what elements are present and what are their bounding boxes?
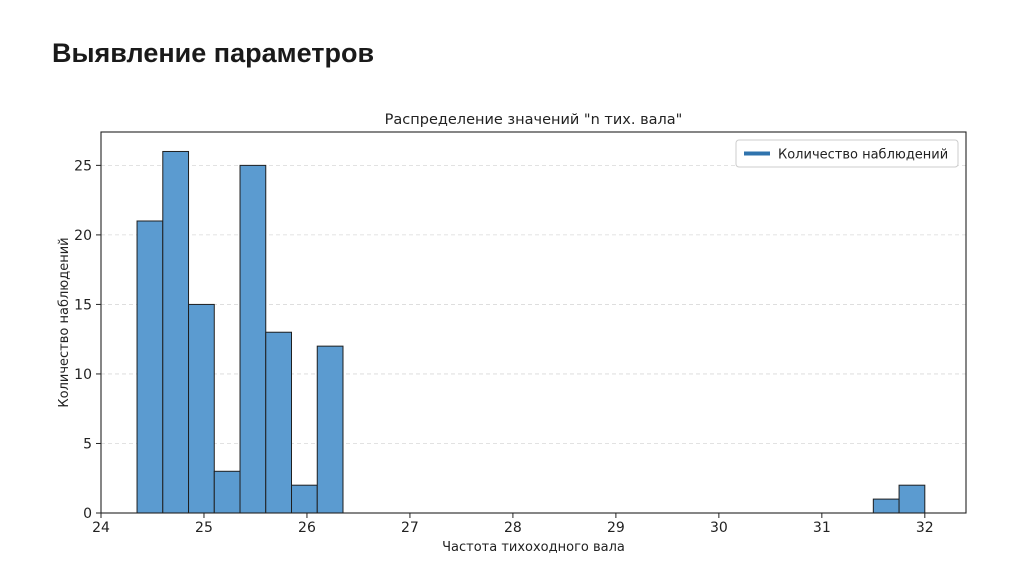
y-axis-label: Количество наблюдений	[57, 237, 72, 407]
x-tick-label: 32	[916, 520, 934, 536]
slide-title: Выявление параметров	[52, 38, 375, 68]
x-axis-label: Частота тихоходного вала	[442, 540, 625, 555]
histogram-bar	[898, 484, 926, 514]
x-tick-label: 26	[298, 520, 316, 536]
legend-label: Количество наблюдений	[778, 148, 948, 163]
y-tick-label: 5	[83, 436, 92, 452]
histogram-bar	[291, 484, 318, 514]
x-tick-label: 25	[195, 520, 213, 536]
histogram-bar	[213, 470, 241, 514]
x-tick-label: 31	[813, 520, 831, 536]
histogram-bar	[136, 220, 164, 514]
x-tick-label: 28	[504, 520, 522, 536]
y-tick-label: 15	[74, 297, 92, 313]
histogram-bar	[316, 345, 344, 514]
y-tick-label: 20	[74, 228, 92, 244]
legend-box	[735, 139, 959, 168]
histogram-bar	[239, 164, 267, 514]
x-tick-label: 30	[710, 520, 728, 536]
histogram-bar	[265, 331, 293, 514]
histogram-bar	[188, 303, 215, 514]
histogram-bar	[162, 150, 190, 514]
plot-frame	[100, 131, 967, 514]
y-tick-label: 0	[83, 506, 92, 522]
x-tick-label: 27	[401, 520, 419, 536]
y-tick-label: 25	[74, 158, 92, 174]
x-tick-label: 24	[92, 520, 110, 536]
x-tick-label: 29	[607, 520, 625, 536]
y-tick-label: 10	[74, 367, 92, 383]
chart-title: Распределение значений "n тих. вала"	[385, 112, 683, 128]
histogram-bar	[872, 498, 900, 514]
